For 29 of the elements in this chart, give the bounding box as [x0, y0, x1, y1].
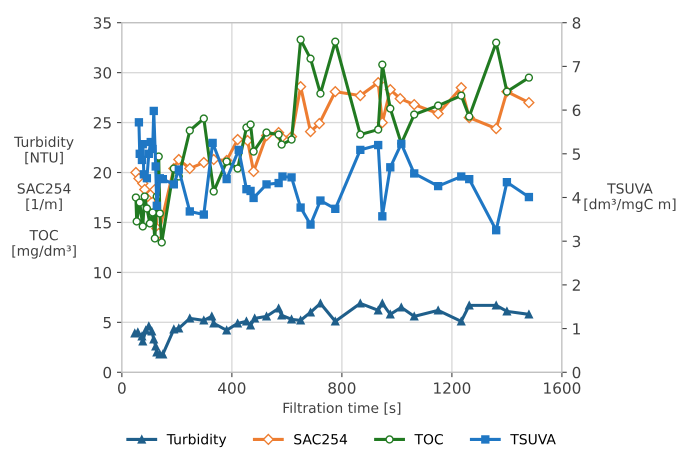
- y-tick-label: 20: [94, 166, 112, 179]
- y-tick-label: 0: [103, 366, 112, 378]
- legend-label: SAC254: [294, 434, 348, 444]
- y2-tick-label: 1: [573, 323, 580, 334]
- legend-label: Turbidity: [166, 434, 226, 448]
- y2-tick-label: 3: [572, 236, 580, 248]
- y2-tick-label: 2: [572, 279, 580, 291]
- y2-tick-label: 5: [572, 148, 580, 160]
- y2-tick-label: 6: [572, 104, 580, 116]
- x-tick-label: 1200: [434, 382, 470, 394]
- y2-axis-title: TSUVA [dm³/mgC m]: [584, 183, 676, 212]
- y-tick-label: 30: [94, 67, 112, 79]
- y-tick-label: 35: [94, 17, 111, 29]
- text: Turbidity [NTU] SAC254 [1/m] TOC [mg/dm³]: [12, 136, 76, 259]
- legend-label: TSUVA: [510, 434, 556, 444]
- x-tick-label: 400: [218, 382, 246, 394]
- y-tick-label: 25: [94, 117, 111, 129]
- x-tick-label: 1600: [544, 382, 580, 394]
- y-tick-label: 5: [104, 317, 111, 328]
- legend-label: TOC: [414, 434, 443, 444]
- y-tick-label: 10: [94, 266, 112, 278]
- y2-tick-label: 7: [572, 61, 580, 72]
- x-axis-title: Filtration time [s]: [284, 402, 400, 415]
- x-tick-label: 800: [328, 382, 356, 394]
- y2-tick-label: 8: [572, 17, 580, 29]
- y2-tick-label: 4: [572, 192, 580, 204]
- y2-tick-label: 0: [572, 366, 580, 378]
- y-tick-label: 15: [94, 217, 111, 228]
- x-tick-label: 0: [118, 382, 126, 394]
